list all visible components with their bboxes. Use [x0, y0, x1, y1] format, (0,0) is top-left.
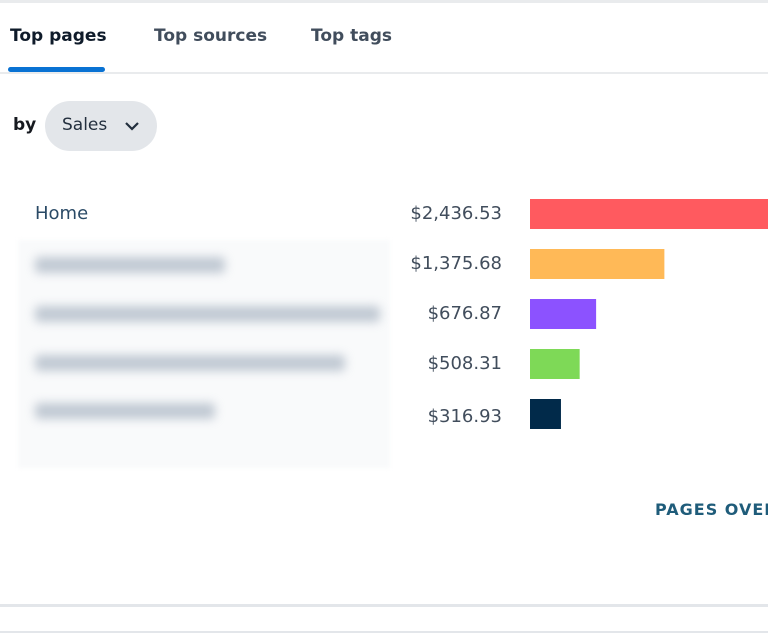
- bar: [530, 399, 561, 429]
- link[interactable]: PAGES OVER: [655, 500, 768, 519]
- chart: Home $2,436.53 $1,375.68 $676.87 $508.31 $316…: [35, 199, 768, 429]
- bar: [530, 249, 665, 279]
- category-label: Home: [35, 203, 88, 224]
- value-label: $2,436.53: [410, 203, 502, 224]
- chevron: [125, 122, 139, 131]
- filter-dropdown[interactable]: Sales: [45, 101, 157, 151]
- tab-divider: [0, 72, 768, 74]
- tab[interactable]: Top sources: [154, 26, 268, 46]
- label-panel: [18, 240, 390, 468]
- bar: [530, 199, 768, 229]
- bottom-divider: [0, 631, 768, 633]
- tab[interactable]: Top tags: [311, 26, 392, 46]
- top-border: [0, 0, 768, 3]
- bottom-divider: [0, 604, 768, 607]
- filter-value: Sales: [62, 115, 108, 135]
- value-label: $676.87: [428, 303, 502, 324]
- active-tab-indicator: [8, 67, 105, 72]
- value-label: $316.93: [428, 406, 502, 427]
- blurred-label: [35, 306, 380, 322]
- tab[interactable]: Top pages: [10, 26, 107, 46]
- value-label: $1,375.68: [410, 253, 502, 274]
- bar: [530, 299, 597, 329]
- blurred-label: [35, 257, 225, 273]
- bar: [530, 349, 580, 379]
- value-label: $508.31: [428, 353, 502, 374]
- blurred-label: [35, 403, 215, 419]
- filter-prefix: by: [13, 115, 37, 135]
- blurred-label: [35, 355, 345, 371]
